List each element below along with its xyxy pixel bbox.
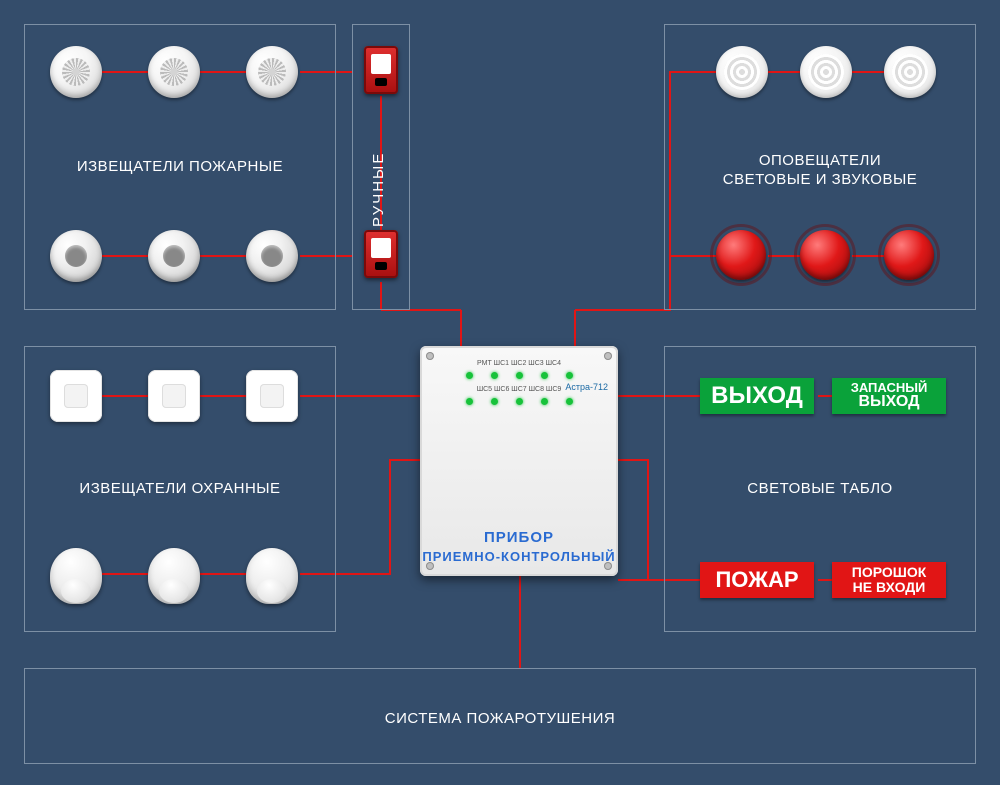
- panel-label-line1: ПРИБОР: [420, 529, 618, 546]
- panel-screw-icon: [604, 352, 612, 360]
- panel-model: Астра-712: [565, 382, 608, 392]
- panel-led-row: [420, 372, 618, 379]
- smoke-detector-icon: [50, 230, 102, 282]
- manual-call-point-icon: [364, 230, 398, 278]
- security-detector-icon: [148, 370, 200, 422]
- sounder-icon: [884, 46, 936, 98]
- label-alerts-line2: СВЕТОВЫЕ И ЗВУКОВЫЕ: [723, 171, 918, 188]
- sign-spare-exit: ЗАПАСНЫЙ ВЫХОД: [832, 378, 946, 414]
- sounder-icon: [800, 46, 852, 98]
- label-security: ИЗВЕЩАТЕЛИ ОХРАННЫЕ: [24, 480, 336, 499]
- sign-powder-line2: НЕ ВХОДИ: [853, 579, 926, 595]
- panel-screw-icon: [426, 352, 434, 360]
- smoke-detector-icon: [246, 230, 298, 282]
- label-fire-detectors: ИЗВЕЩАТЕЛИ ПОЖАРНЫЕ: [24, 158, 336, 177]
- motion-detector-icon: [148, 548, 200, 604]
- label-suppression: СИСТЕМА ПОЖАРОТУШЕНИЯ: [24, 710, 976, 729]
- motion-detector-icon: [246, 548, 298, 604]
- sign-spare-line2: ВЫХОД: [858, 393, 919, 410]
- sounder-icon: [716, 46, 768, 98]
- smoke-detector-icon: [246, 46, 298, 98]
- smoke-detector-icon: [148, 230, 200, 282]
- diagram-canvas: ИЗВЕЩАТЕЛИ ПОЖАРНЫЕ РУЧНЫЕ ОПОВЕЩАТЕЛИ С…: [0, 0, 1000, 785]
- sign-exit: ВЫХОД: [700, 378, 814, 414]
- label-alerts-line1: ОПОВЕЩАТЕЛИ: [759, 152, 881, 169]
- sign-powder-line1: ПОРОШОК: [852, 564, 927, 580]
- panel-led-row: [420, 398, 618, 405]
- sign-fire: ПОЖАР: [700, 562, 814, 598]
- beacon-icon: [884, 230, 934, 280]
- security-detector-icon: [50, 370, 102, 422]
- label-alerts: ОПОВЕЩАТЕЛИ СВЕТОВЫЕ И ЗВУКОВЫЕ: [664, 152, 976, 190]
- panel-label-line2: ПРИЕМНО-КОНТРОЛЬНЫЙ: [420, 549, 618, 564]
- control-panel: РМТ ШС1 ШС2 ШС3 ШС4 ШС5 ШС6 ШС7 ШС8 ШС9 …: [420, 346, 618, 576]
- panel-led-labels: РМТ ШС1 ШС2 ШС3 ШС4: [420, 360, 618, 367]
- sign-powder: ПОРОШОК НЕ ВХОДИ: [832, 562, 946, 598]
- security-detector-icon: [246, 370, 298, 422]
- smoke-detector-icon: [50, 46, 102, 98]
- label-signs: СВЕТОВЫЕ ТАБЛО: [664, 480, 976, 499]
- motion-detector-icon: [50, 548, 102, 604]
- manual-call-point-icon: [364, 46, 398, 94]
- smoke-detector-icon: [148, 46, 200, 98]
- beacon-icon: [800, 230, 850, 280]
- beacon-icon: [716, 230, 766, 280]
